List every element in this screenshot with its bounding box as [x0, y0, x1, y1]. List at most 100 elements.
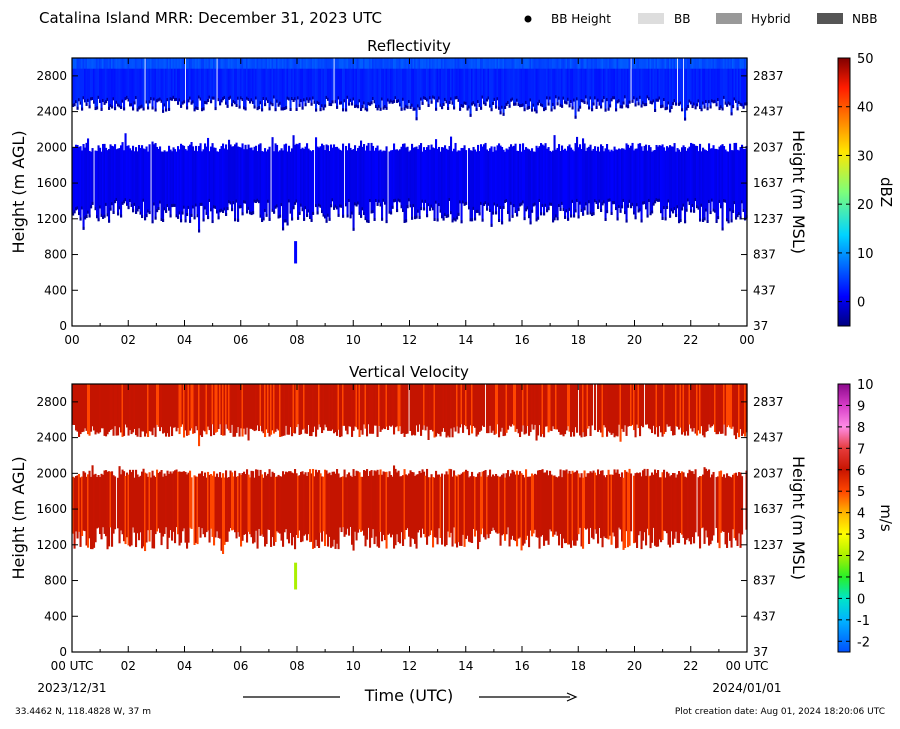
reflectivity-layer-edge — [634, 103, 637, 107]
velocity-layer-column — [328, 472, 331, 537]
velocity-layer-column — [661, 472, 664, 541]
reflectivity-layer-top-band — [279, 58, 282, 69]
reflectivity-layer-edge — [406, 105, 409, 109]
reflectivity-layer-column — [217, 58, 220, 102]
reflectivity-layer-edge — [120, 105, 123, 109]
velocity-layer-column — [90, 476, 93, 550]
reflectivity-layer-column — [712, 145, 715, 212]
reflectivity-layer-column — [537, 58, 540, 106]
reflectivity-layer-top-band — [558, 58, 561, 69]
velocity-layer-column — [82, 471, 85, 531]
reflectivity-layer-column — [577, 58, 580, 112]
reflectivity-y2tick-label: 2037 — [753, 140, 784, 154]
reflectivity-layer-top-band — [510, 58, 513, 69]
reflectivity-layer-edge — [520, 104, 523, 108]
reflectivity-layer-edge — [607, 107, 610, 111]
reflectivity-layer-top-band — [75, 58, 78, 69]
reflectivity-layer-edge — [723, 95, 726, 99]
reflectivity-layer-column — [219, 58, 222, 106]
reflectivity-layer-column — [285, 58, 288, 110]
reflectivity-layer-top-band — [283, 58, 286, 69]
reflectivity-layer-edge — [180, 219, 183, 223]
velocity-layer-column — [594, 384, 597, 431]
reflectivity-layer-column — [201, 58, 204, 112]
reflectivity-layer-column — [276, 144, 279, 208]
reflectivity-layer-column — [124, 133, 127, 202]
reflectivity-layer-top-band — [454, 58, 457, 69]
velocity-layer-column — [334, 473, 337, 549]
velocity-layer-column — [624, 384, 627, 426]
velocity-layer-column — [519, 384, 522, 438]
velocity-layer-column — [156, 469, 159, 532]
velocity-colorbar-tick-label: 0 — [857, 592, 865, 607]
reflectivity-layer-column — [168, 58, 171, 111]
reflectivity-layer-edge — [126, 202, 129, 206]
reflectivity-layer-top-band — [385, 58, 388, 69]
reflectivity-layer-top-band — [531, 58, 534, 69]
reflectivity-layer-edge — [445, 100, 448, 104]
reflectivity-layer-edge — [214, 107, 217, 111]
reflectivity-layer-column — [342, 58, 345, 112]
reflectivity-layer-edge — [717, 98, 720, 101]
velocity-layer-column — [498, 476, 501, 534]
reflectivity-layer-edge — [511, 214, 514, 218]
velocity-layer-column — [577, 473, 580, 535]
velocity-layer-column — [153, 384, 156, 428]
velocity-layer-column — [75, 384, 78, 431]
velocity-layer-column — [696, 384, 699, 436]
reflectivity-layer-column — [111, 145, 114, 206]
reflectivity-layer-edge — [463, 101, 466, 105]
reflectivity-layer-column — [441, 58, 444, 110]
reflectivity-layer-top-band — [246, 58, 249, 69]
reflectivity-layer-edge — [426, 214, 429, 218]
velocity-layer-column — [730, 384, 733, 429]
velocity-layer-column — [504, 477, 507, 541]
reflectivity-layer-column — [508, 146, 511, 222]
velocity-layer-column — [430, 384, 433, 430]
reflectivity-layer-edge — [525, 208, 528, 212]
velocity-layer-column — [630, 473, 633, 532]
reflectivity-layer-top-band — [384, 58, 387, 69]
velocity-layer-column — [162, 384, 165, 434]
reflectivity-layer-top-band — [463, 58, 466, 69]
reflectivity-layer-column — [709, 148, 712, 215]
reflectivity-layer-edge — [288, 97, 291, 101]
reflectivity-layer-column — [697, 151, 700, 210]
reflectivity-layer-top-band — [597, 58, 600, 69]
reflectivity-layer-edge — [696, 103, 699, 107]
reflectivity-layer-column — [744, 148, 747, 221]
velocity-layer-column — [648, 476, 651, 536]
reflectivity-layer-column — [312, 150, 315, 215]
reflectivity-layer-column — [583, 58, 586, 104]
reflectivity-layer-edge — [390, 99, 393, 103]
velocity-layer-column — [220, 477, 223, 551]
reflectivity-layer-edge — [361, 105, 364, 109]
reflectivity-layer-edge — [651, 210, 654, 214]
reflectivity-layer-top-band — [615, 58, 618, 69]
reflectivity-layer-column — [540, 143, 543, 216]
reflectivity-layer-edge — [502, 205, 505, 209]
velocity-layer-column — [583, 470, 586, 529]
reflectivity-layer-column — [490, 58, 493, 112]
reflectivity-layer-edge — [223, 207, 226, 211]
velocity-layer-column — [343, 384, 346, 426]
reflectivity-layer-column — [109, 58, 112, 107]
reflectivity-layer-edge — [205, 101, 208, 105]
reflectivity-layer-edge — [643, 201, 646, 205]
reflectivity-layer-column — [163, 150, 166, 211]
velocity-layer-column — [309, 384, 312, 437]
reflectivity-layer-top-band — [280, 58, 283, 69]
velocity-layer-column — [418, 470, 421, 531]
velocity-layer-column — [555, 384, 558, 430]
velocity-layer-column — [693, 473, 696, 544]
reflectivity-layer-column — [75, 58, 78, 104]
reflectivity-layer-edge — [294, 201, 297, 205]
velocity-layer-column — [73, 384, 76, 425]
reflectivity-layer-top-band — [606, 58, 609, 69]
reflectivity-layer-edge — [82, 96, 85, 100]
velocity-layer-column — [249, 384, 252, 429]
reflectivity-layer-top-band — [591, 58, 594, 69]
reflectivity-layer-column — [519, 58, 522, 108]
reflectivity-layer-column — [483, 144, 486, 206]
reflectivity-layer-edge — [355, 203, 358, 207]
